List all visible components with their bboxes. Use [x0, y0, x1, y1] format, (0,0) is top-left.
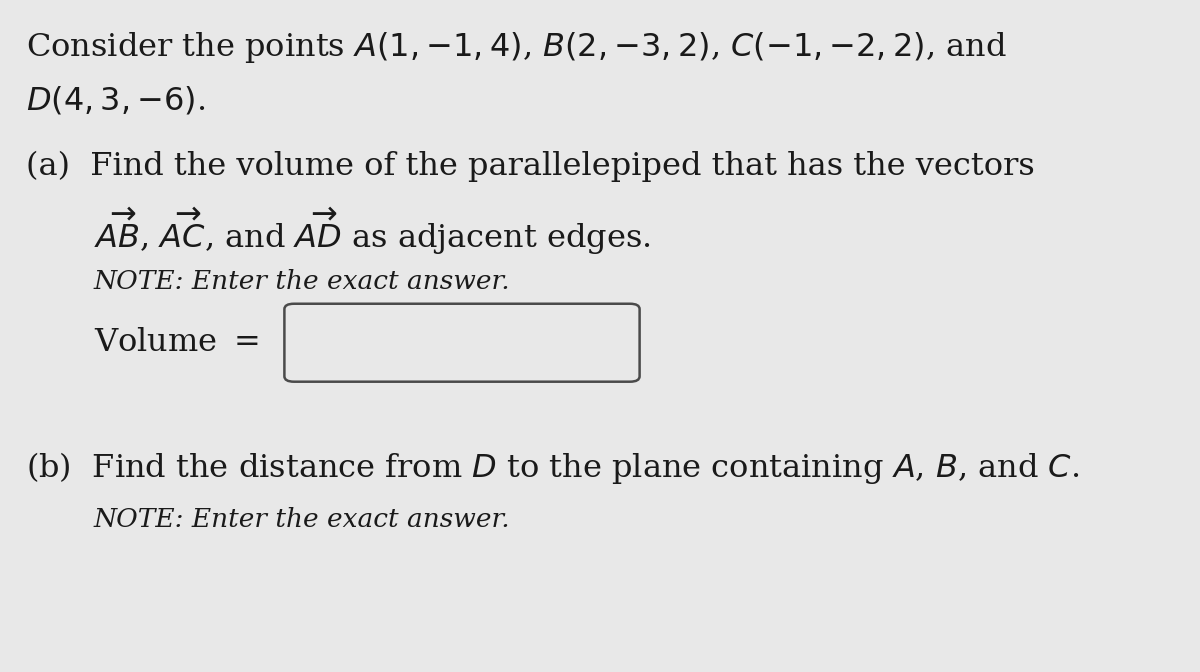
Text: Consider the points $A(1, {-}1, 4)$, $B(2, {-}3, 2)$, $C({-}1, {-}2, 2)$, and: Consider the points $A(1, {-}1, 4)$, $B(…	[26, 30, 1007, 65]
Text: (a)  Find the volume of the parallelepiped that has the vectors: (a) Find the volume of the parallelepipe…	[26, 151, 1036, 182]
Text: (b)  Find the distance from $D$ to the plane containing $A$, $B$, and $C$.: (b) Find the distance from $D$ to the pl…	[26, 450, 1080, 487]
Text: Volume $=$: Volume $=$	[94, 327, 258, 358]
Text: NOTE: Enter the exact answer.: NOTE: Enter the exact answer.	[94, 507, 510, 532]
FancyBboxPatch shape	[284, 304, 640, 382]
Text: $\overrightarrow{AB}$, $\overrightarrow{AC}$, and $\overrightarrow{AD}$ as adjac: $\overrightarrow{AB}$, $\overrightarrow{…	[94, 205, 650, 257]
Text: $D(4, 3, {-}6)$.: $D(4, 3, {-}6)$.	[26, 84, 206, 116]
Text: NOTE: Enter the exact answer.: NOTE: Enter the exact answer.	[94, 269, 510, 294]
